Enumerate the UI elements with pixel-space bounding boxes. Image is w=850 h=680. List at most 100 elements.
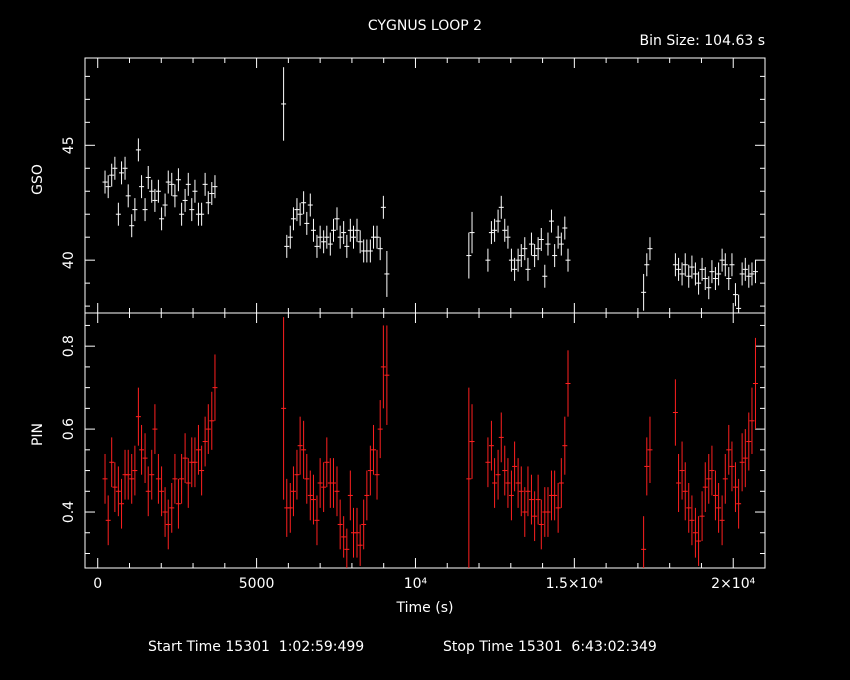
data-point xyxy=(344,528,350,568)
data-point xyxy=(729,441,735,492)
data-point xyxy=(115,202,121,226)
data-point xyxy=(307,470,313,521)
data-point xyxy=(466,387,472,568)
data-point xyxy=(374,225,380,249)
data-point xyxy=(508,470,514,521)
data-point xyxy=(139,175,145,199)
data-point xyxy=(492,458,498,508)
data-point xyxy=(377,237,383,261)
data-point xyxy=(644,437,650,496)
bottom-frame xyxy=(84,312,766,569)
data-point xyxy=(692,262,698,286)
data-point xyxy=(732,283,738,307)
data-point xyxy=(555,225,561,249)
data-point xyxy=(495,209,501,233)
bin-size-label: Bin Size: 104.63 s xyxy=(640,33,765,49)
x-axis-label: Time (s) xyxy=(396,600,454,616)
data-point xyxy=(679,441,685,500)
data-point xyxy=(179,202,185,226)
data-point xyxy=(644,253,650,277)
y-tick-label: 45 xyxy=(61,136,77,154)
data-point xyxy=(192,437,198,488)
data-point xyxy=(301,420,307,479)
data-point xyxy=(347,470,353,521)
data-point xyxy=(466,232,472,279)
data-point xyxy=(742,429,748,488)
x-tick-label: 2×10⁴ xyxy=(711,576,755,592)
data-point xyxy=(552,244,558,268)
data-point xyxy=(686,483,692,533)
bottom-panel: 0.4 0.6 0.8 PIN 0 5000 10⁴ 1.5×10⁴ 2×10⁴ Time (s) xyxy=(30,312,766,616)
data-point xyxy=(334,466,340,517)
data-point xyxy=(159,466,165,517)
data-point xyxy=(105,175,111,199)
data-point xyxy=(488,221,494,245)
top-panel: 40 45 GSO xyxy=(30,57,766,314)
data-point xyxy=(555,483,561,533)
data-point xyxy=(284,234,290,258)
data-point xyxy=(535,474,541,525)
data-point xyxy=(380,325,386,409)
data-point xyxy=(321,462,327,513)
data-point xyxy=(159,207,165,231)
data-point xyxy=(182,188,188,212)
data-point xyxy=(371,424,377,475)
data-point xyxy=(528,474,534,525)
data-point xyxy=(347,218,353,242)
data-point xyxy=(351,225,357,249)
data-point xyxy=(538,228,544,251)
bottom-series xyxy=(102,317,758,568)
data-point xyxy=(330,218,336,242)
data-point xyxy=(341,516,347,558)
data-point xyxy=(558,458,564,508)
data-point xyxy=(722,453,728,504)
data-point xyxy=(105,495,111,546)
y-tick-label: 0.4 xyxy=(61,501,77,523)
data-point xyxy=(495,449,501,500)
data-point xyxy=(518,244,524,268)
data-point xyxy=(294,198,300,222)
data-point xyxy=(139,424,145,475)
data-point xyxy=(676,257,682,281)
data-point xyxy=(739,433,745,492)
data-point xyxy=(314,495,320,546)
x-tick-label: 10⁴ xyxy=(404,576,428,592)
data-point xyxy=(324,437,330,488)
data-point xyxy=(528,232,534,256)
data-point xyxy=(699,491,705,542)
data-point xyxy=(562,416,568,475)
data-point xyxy=(102,453,108,504)
data-point xyxy=(498,195,504,219)
data-point xyxy=(172,453,178,504)
data-point xyxy=(739,262,745,286)
data-point xyxy=(702,462,708,513)
data-point xyxy=(746,412,752,471)
data-point xyxy=(119,161,125,185)
data-point xyxy=(145,165,151,189)
data-point xyxy=(185,458,191,508)
data-point xyxy=(498,412,504,463)
data-point xyxy=(125,449,131,500)
data-point xyxy=(706,276,712,300)
data-point xyxy=(115,466,121,517)
data-point xyxy=(195,424,201,475)
data-point xyxy=(545,232,551,256)
data-point xyxy=(209,182,215,206)
data-point xyxy=(752,260,758,284)
data-point xyxy=(334,207,340,231)
data-point xyxy=(209,391,215,450)
data-point xyxy=(304,453,310,504)
data-point xyxy=(535,237,541,261)
data-point xyxy=(132,198,138,222)
data-point xyxy=(354,218,360,242)
data-point xyxy=(310,474,316,525)
data-point xyxy=(324,225,330,249)
data-point xyxy=(562,216,568,240)
start-time-label: Start Time 15301 1:02:59:499 xyxy=(148,639,364,655)
data-point xyxy=(357,230,363,254)
data-point xyxy=(377,400,383,459)
data-point xyxy=(538,499,544,550)
data-point xyxy=(330,458,336,508)
data-point xyxy=(199,202,205,226)
